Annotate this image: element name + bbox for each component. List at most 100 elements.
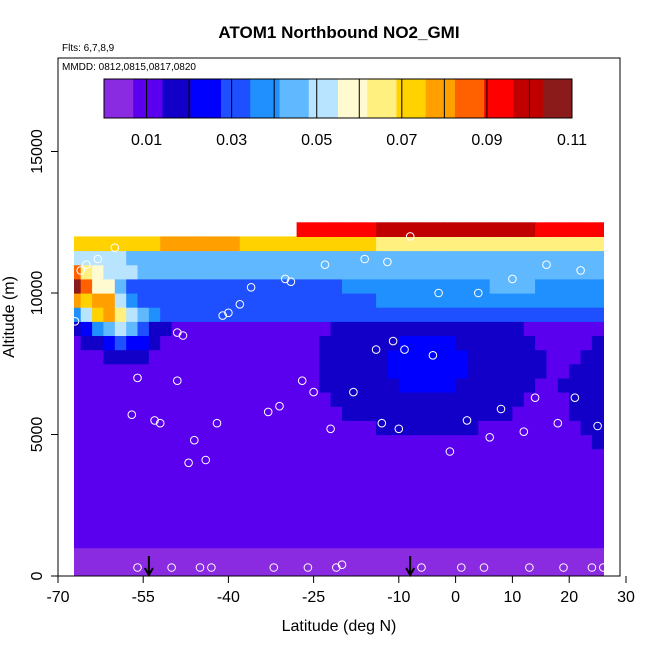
heatmap-cell — [398, 533, 411, 549]
colorbar-swatch — [542, 79, 573, 118]
heatmap-cell — [410, 505, 423, 520]
heatmap-cell — [285, 349, 298, 365]
heatmap-cell — [92, 363, 105, 379]
heatmap-cell — [103, 420, 116, 436]
heatmap-cell — [273, 321, 286, 336]
heatmap-cell — [285, 307, 298, 322]
heatmap-cell — [217, 519, 229, 535]
heatmap-cell — [580, 434, 593, 450]
heatmap-cell — [398, 377, 411, 393]
heatmap-cell — [171, 264, 184, 280]
heatmap-cell — [285, 335, 298, 351]
heatmap-cell — [364, 222, 377, 237]
heatmap-cell — [251, 547, 264, 563]
heatmap-cell — [137, 448, 150, 464]
heatmap-cell — [114, 307, 127, 322]
heatmap-cell — [478, 434, 491, 450]
heatmap-cell — [58, 378, 70, 393]
heatmap-cell — [296, 250, 309, 266]
heatmap-cell — [319, 307, 332, 322]
heatmap-cell — [273, 335, 286, 351]
heatmap-cell — [398, 406, 411, 421]
heatmap-cell — [603, 377, 604, 393]
colorbar-swatch — [162, 79, 193, 118]
heatmap-cell — [398, 307, 411, 322]
heatmap-cell — [171, 406, 184, 421]
heatmap-cell — [183, 434, 195, 450]
heatmap-cell — [364, 406, 377, 421]
heatmap-cell — [591, 335, 604, 351]
heatmap-cell — [591, 476, 604, 492]
heatmap-cell — [205, 533, 218, 549]
heatmap-cell — [126, 293, 139, 308]
heatmap-cell — [353, 476, 366, 492]
heatmap-cell — [103, 491, 116, 506]
heatmap-cell — [489, 377, 502, 393]
heatmap-cell — [114, 278, 127, 294]
heatmap-cell — [501, 462, 513, 478]
heatmap-cell — [92, 547, 105, 563]
heatmap-cell — [546, 307, 559, 322]
heatmap-cell — [421, 222, 434, 237]
heatmap-cell — [626, 548, 638, 563]
heatmap-cell — [160, 547, 173, 563]
heatmap-cell — [92, 533, 105, 549]
heatmap-cell — [251, 420, 264, 436]
heatmap-cell — [273, 250, 286, 266]
heatmap-cell — [489, 278, 502, 294]
heatmap-cell — [205, 491, 218, 506]
heatmap-cell — [285, 434, 298, 450]
sample-point — [326, 424, 335, 434]
colorbar-swatch — [250, 79, 280, 118]
heatmap-cell — [432, 420, 445, 436]
heatmap-cell — [523, 519, 536, 535]
heatmap-cell — [523, 307, 536, 322]
heatmap-cell — [74, 363, 82, 379]
heatmap-cell — [330, 335, 343, 351]
heatmap-cell — [205, 278, 218, 294]
heatmap-cell — [194, 377, 207, 393]
heatmap-cell — [535, 377, 548, 393]
heatmap-cell — [228, 434, 241, 450]
heatmap-cell — [330, 236, 343, 252]
sample-point — [349, 387, 358, 397]
heatmap-cell — [376, 476, 389, 492]
heatmap-cell — [353, 533, 366, 549]
heatmap-cell — [58, 435, 70, 450]
heatmap-cell — [557, 335, 570, 351]
heatmap-cell — [444, 533, 457, 549]
heatmap-cell — [296, 561, 309, 576]
heatmap-cell — [296, 236, 309, 252]
heatmap-cell — [103, 434, 116, 450]
heatmap-cell — [455, 307, 468, 322]
heatmap-cell — [546, 448, 559, 464]
heatmap-cell — [126, 264, 139, 280]
heatmap-cell — [591, 222, 604, 237]
colorbar-tick-label: 0.05 — [301, 132, 332, 149]
heatmap-cell — [183, 547, 195, 563]
heatmap-cell — [239, 406, 252, 421]
heatmap-cell — [342, 264, 354, 280]
heatmap-cell — [251, 434, 264, 450]
heatmap-cell — [557, 222, 570, 237]
heatmap-cell — [569, 491, 582, 506]
heatmap-cell — [467, 392, 479, 407]
heatmap-cell — [444, 236, 457, 252]
heatmap-cell — [194, 363, 207, 379]
heatmap-cell — [489, 491, 502, 506]
heatmap-cell — [591, 307, 604, 322]
heatmap-cell — [239, 561, 252, 576]
heatmap-cell — [296, 420, 309, 436]
heatmap-cell — [580, 491, 593, 506]
heatmap-cell — [262, 392, 275, 407]
heatmap-cell — [467, 533, 479, 549]
heatmap-cell — [615, 293, 627, 308]
heatmap-cell — [364, 264, 377, 280]
heatmap-cell — [603, 236, 604, 252]
heatmap-cell — [160, 321, 173, 336]
heatmap-cell — [183, 250, 195, 266]
heatmap-cell — [251, 519, 264, 535]
heatmap-cell — [217, 321, 229, 336]
heatmap-cell — [137, 533, 150, 549]
sample-point — [388, 336, 398, 346]
